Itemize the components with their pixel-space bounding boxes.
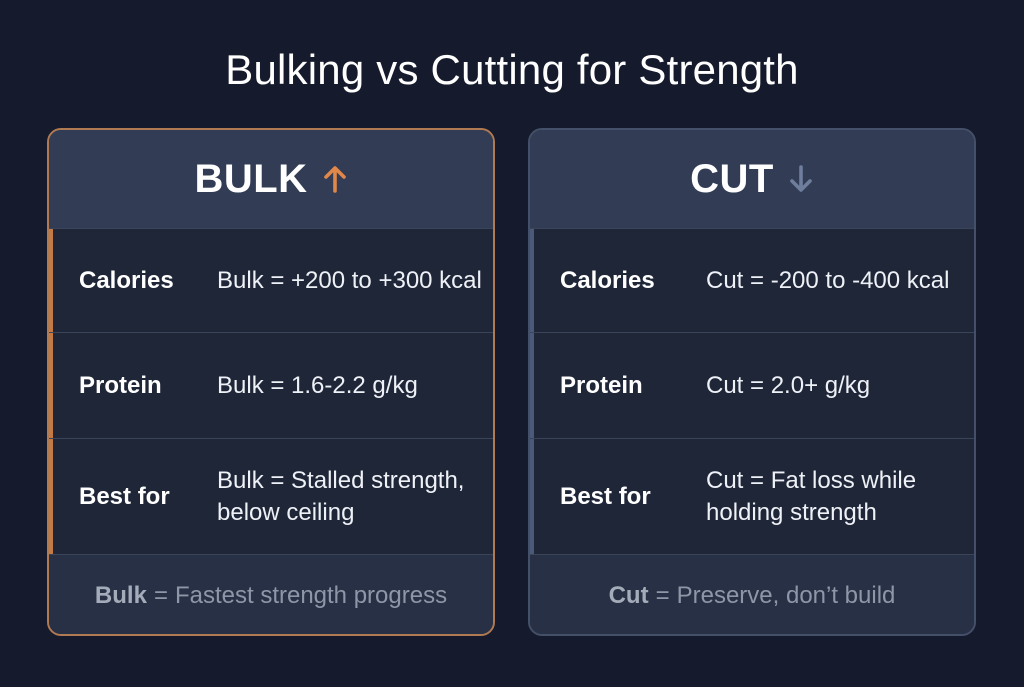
footer-key: Bulk [94, 581, 147, 609]
row-value: Cut = Fat loss while holding strength [706, 466, 917, 526]
bulk-card: BULK Calories Bulk = +200 to +300 kcal P… [47, 128, 495, 636]
row-label: Protein [79, 371, 162, 399]
page-title: Bulking vs Cutting for Strength [225, 46, 799, 93]
bulk-row-protein: Protein Bulk = 1.6-2.2 g/kg [49, 332, 493, 438]
row-value: Bulk = 1.6-2.2 g/kg [217, 371, 418, 399]
bulk-card-header: BULK [49, 130, 493, 228]
row-label: Best for [79, 482, 170, 510]
row-label: Best for [560, 482, 651, 510]
footer-separator: = [153, 581, 168, 609]
bulk-row-best-for: Best for Bulk = Stalled strength, below … [49, 438, 493, 555]
cut-card-footer: Cut = Preserve, don’t build [530, 555, 974, 634]
cut-row-protein: Protein Cut = 2.0+ g/kg [530, 332, 974, 438]
bulk-accent-bar [49, 228, 53, 555]
footer-text: Preserve, don’t build [676, 581, 896, 609]
row-label: Protein [560, 371, 643, 399]
cut-accent-bar [530, 228, 534, 555]
cut-heading: CUT [690, 156, 774, 201]
bulk-heading: BULK [194, 156, 308, 201]
footer-separator: = [655, 581, 670, 609]
bulk-row-calories: Calories Bulk = +200 to +300 kcal [49, 228, 493, 332]
row-value: Bulk = Stalled strength, below ceiling [217, 466, 465, 526]
cut-card-header: CUT [530, 130, 974, 228]
cut-row-best-for: Best for Cut = Fat loss while holding st… [530, 438, 974, 555]
row-value: Bulk = +200 to +300 kcal [217, 266, 482, 294]
footer-text: Fastest strength progress [174, 581, 448, 609]
row-value: Cut = 2.0+ g/kg [706, 371, 871, 399]
row-label: Calories [560, 266, 655, 294]
row-label: Calories [79, 266, 174, 294]
row-value: Cut = -200 to -400 kcal [706, 266, 950, 294]
arrow-down-icon [790, 165, 812, 192]
footer-key: Cut [608, 581, 649, 609]
arrow-up-icon [323, 166, 346, 193]
cut-row-calories: Calories Cut = -200 to -400 kcal [530, 228, 974, 332]
bulk-card-footer: Bulk = Fastest strength progress [49, 555, 493, 634]
cut-card: CUT Calories Cut = -200 to -400 kcal Pro… [528, 128, 976, 636]
